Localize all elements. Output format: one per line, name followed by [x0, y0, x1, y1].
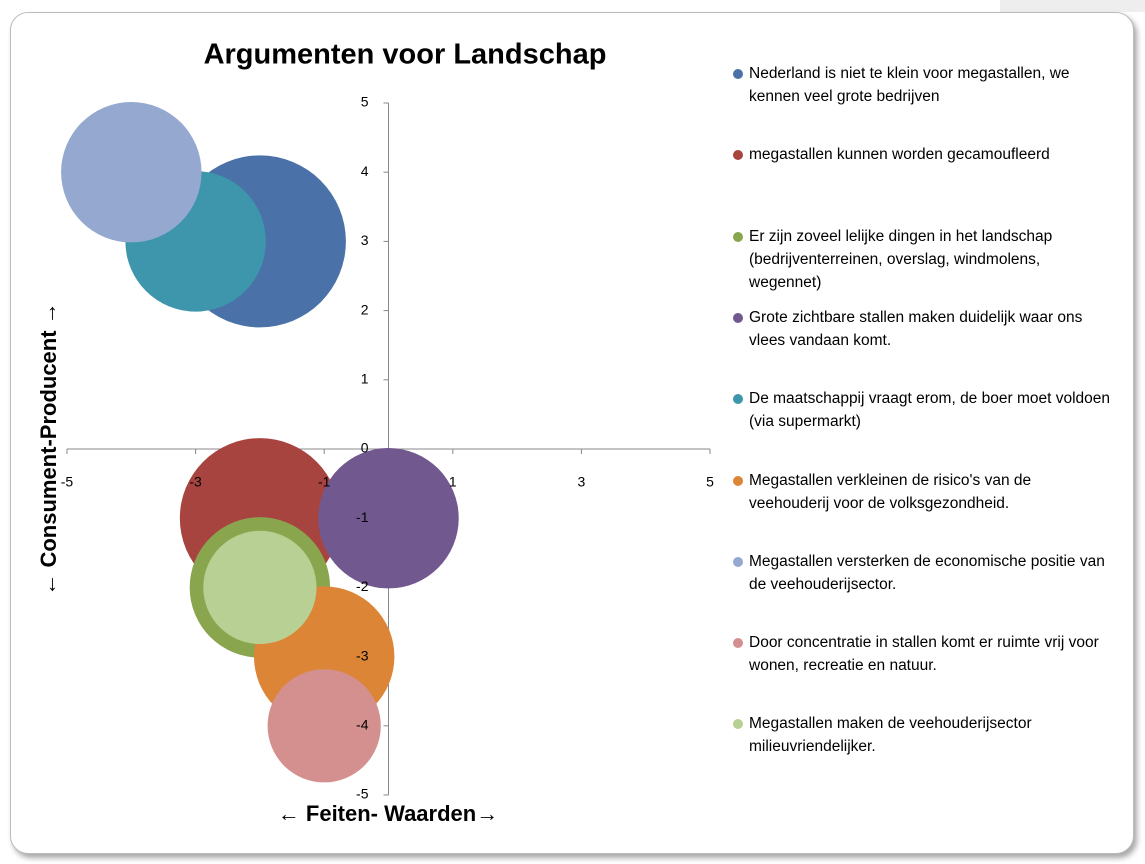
legend-marker: [733, 150, 743, 161]
x-tick-label: -5: [61, 474, 74, 490]
x-tick-label: 3: [578, 474, 586, 490]
x-tick-label: -3: [189, 474, 202, 490]
x-tick-label: 1: [449, 474, 457, 490]
y-tick-label: 2: [361, 301, 369, 317]
x-tick-label: -1: [318, 474, 331, 490]
background-strip: [1000, 0, 1145, 12]
legend-label: Nederland is niet te klein voor megastal…: [749, 65, 1070, 105]
legend-marker: [733, 475, 743, 486]
bubble: [318, 447, 459, 589]
legend-marker: [733, 719, 743, 730]
y-tick-label: 3: [361, 232, 369, 248]
y-tick-label: 0: [361, 440, 369, 456]
y-tick-label: -3: [356, 647, 369, 663]
x-axis-title: ← Feiten- Waarden→: [278, 801, 498, 826]
x-tick-label: 5: [706, 474, 714, 490]
y-tick-label: -2: [356, 578, 369, 594]
legend-label: Er zijn zoveel lelijke dingen in het lan…: [749, 227, 1053, 291]
y-tick-label: -4: [356, 717, 369, 733]
legend-label: Megastallen versterken de economische po…: [749, 552, 1105, 593]
legend-label: Megastallen maken de veehouderijsector m…: [749, 715, 1032, 756]
bubble: [203, 530, 317, 645]
legend-label: megastallen kunnen worden gecamoufleerd: [749, 146, 1050, 164]
legend-marker: [733, 638, 743, 649]
legend-label: Grote zichtbare stallen maken duidelijk …: [749, 308, 1083, 349]
y-tick-label: 5: [361, 94, 369, 110]
bubble: [61, 101, 202, 243]
y-tick-label: 1: [361, 371, 369, 387]
y-tick-label: -5: [356, 786, 369, 802]
y-tick-label: 4: [361, 163, 369, 179]
legend-label: Megastallen verkleinen de risico's van d…: [749, 471, 1032, 512]
legend-label: De maatschappij vraagt erom, de boer moe…: [749, 390, 1111, 431]
legend-marker: [733, 312, 743, 323]
bubble: [267, 669, 381, 783]
legend-marker: [733, 231, 743, 242]
legend-marker: [733, 394, 743, 405]
y-axis-title: ← Consument-Producent →: [36, 302, 61, 595]
chart-title: Argumenten voor Landschap: [204, 39, 607, 71]
y-tick-label: -1: [356, 509, 369, 525]
legend-marker: [733, 69, 743, 79]
legend-marker: [733, 556, 743, 567]
legend-label: Door concentratie in stallen komt er rui…: [749, 634, 1099, 675]
